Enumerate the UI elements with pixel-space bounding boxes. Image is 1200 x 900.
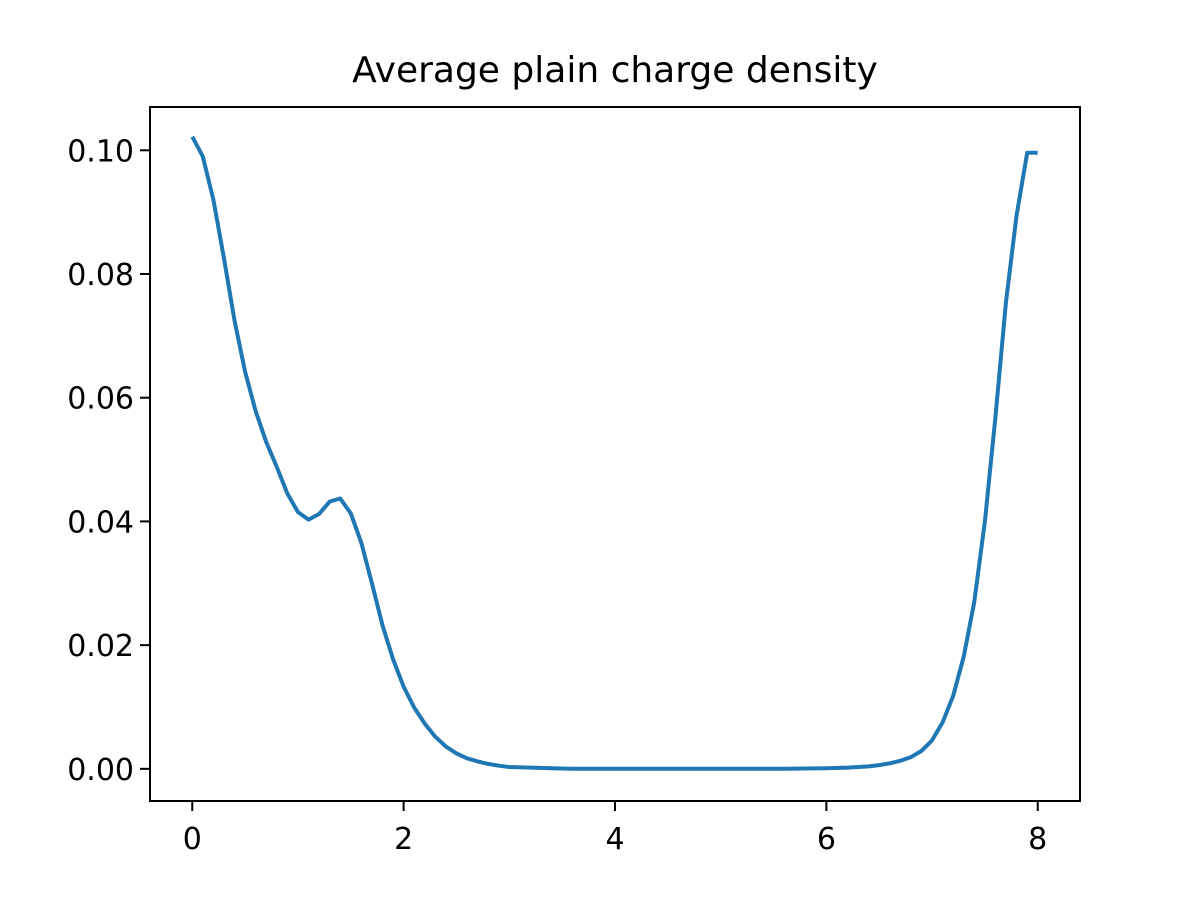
x-tick-label: 0 (183, 822, 202, 857)
y-tick-label: 0.04 (67, 505, 134, 540)
x-tick-label: 6 (817, 822, 836, 857)
x-tick-label: 4 (605, 822, 624, 857)
series-line (190, 135, 1038, 771)
y-tick-label: 0.06 (67, 382, 134, 417)
chart-title: Average plain charge density (352, 50, 878, 91)
axes-frame (149, 106, 1081, 802)
plot-area (190, 135, 1038, 771)
x-axis: 0 2 4 6 8 (183, 801, 1047, 857)
y-tick-label: 0.10 (67, 134, 134, 169)
x-tick-label: 2 (394, 822, 413, 857)
y-tick-label: 0.08 (67, 258, 134, 293)
y-tick-label: 0.00 (67, 753, 134, 788)
y-tick-label: 0.02 (67, 629, 134, 664)
y-axis: 0.00 0.02 0.04 0.06 0.08 0.10 (67, 134, 150, 788)
x-tick-label: 8 (1028, 822, 1047, 857)
